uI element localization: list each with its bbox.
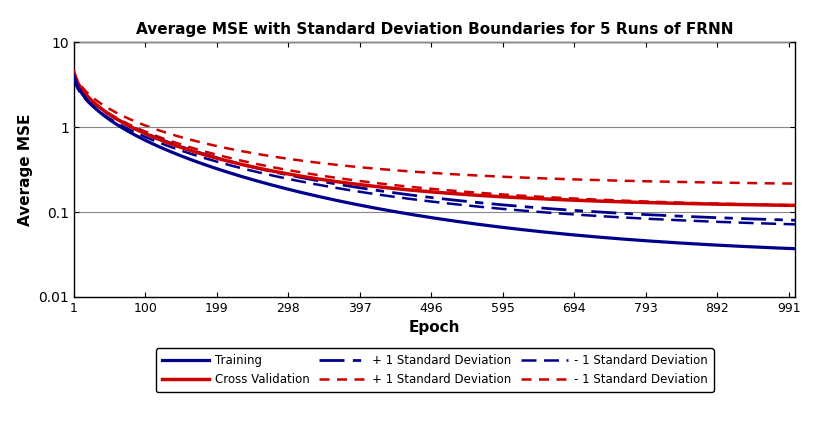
Title: Average MSE with Standard Deviation Boundaries for 5 Runs of FRNN: Average MSE with Standard Deviation Boun…	[136, 22, 732, 37]
Y-axis label: Average MSE: Average MSE	[18, 113, 33, 226]
X-axis label: Epoch: Epoch	[409, 320, 459, 335]
Legend: Training, Cross Validation, + 1 Standard Deviation, + 1 Standard Deviation, - 1 : Training, Cross Validation, + 1 Standard…	[156, 349, 713, 392]
